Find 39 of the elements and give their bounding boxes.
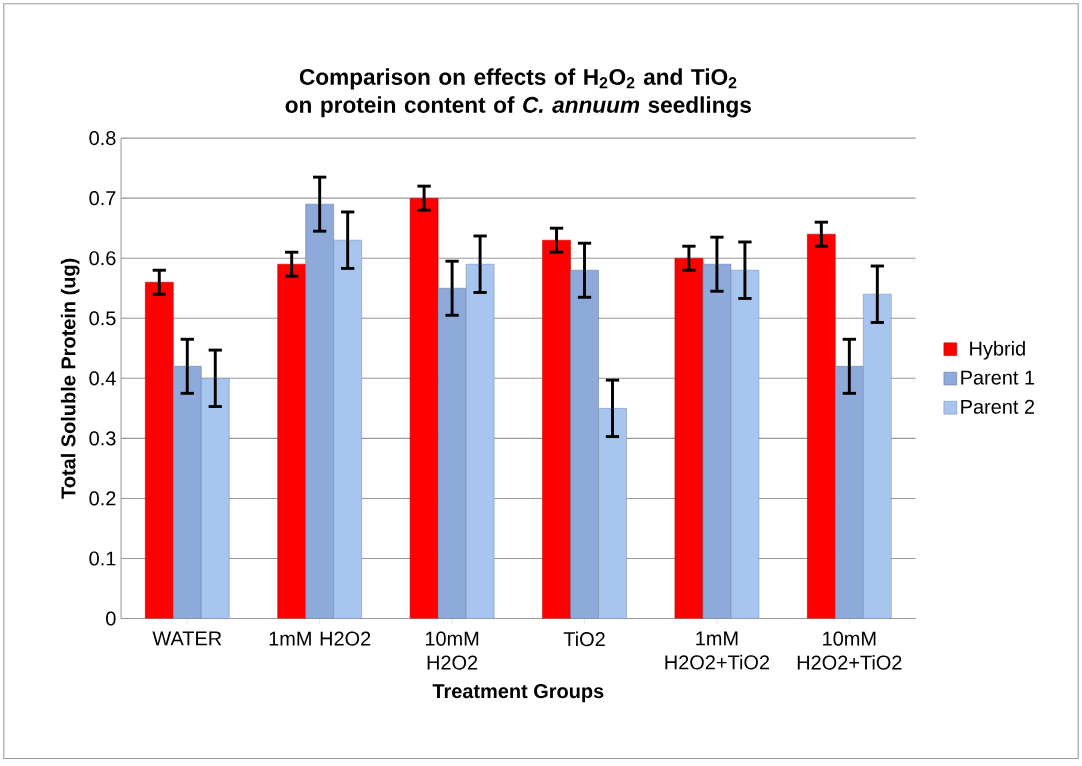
x-tick-label: WATER — [152, 631, 222, 646]
y-tick-label: 0.6 — [89, 251, 116, 266]
bar — [598, 408, 627, 619]
x-tick-label: TiO2 — [563, 631, 605, 647]
bar — [201, 378, 230, 619]
x-axis-title: Treatment Groups — [432, 684, 604, 703]
bar — [277, 263, 306, 619]
bar — [542, 239, 571, 619]
bar — [173, 365, 202, 619]
chart-title: Comparison on effects of H$_{2}$O$_{2}$ and TiO$_{2}$ on protein content of C. annuum seedlings — [285, 68, 751, 118]
bar — [145, 281, 174, 619]
bar — [807, 233, 836, 619]
x-tick-label: 1mM H2O2 — [269, 631, 371, 646]
y-tick-label: 0.5 — [89, 311, 116, 326]
legend-label: Parent 1 — [961, 370, 1035, 385]
bar — [333, 239, 362, 619]
x-tick-label: 10mM H2O2+TiO2 — [797, 631, 902, 670]
bar — [702, 263, 732, 619]
legend-label: Parent 2 — [961, 399, 1035, 414]
y-axis-title: Total Soluble Protein (ug) — [60, 258, 80, 499]
y-tick-label: 0.3 — [89, 431, 116, 446]
y-tick-label: 0.4 — [89, 371, 116, 386]
bar — [305, 203, 334, 619]
y-tick-label: 0.1 — [89, 551, 116, 566]
bar — [730, 269, 760, 619]
bar — [863, 293, 892, 619]
bar — [674, 257, 704, 619]
x-tick-label: 1mM H2O2+TiO2 — [665, 631, 770, 670]
y-tick-label: 0.2 — [89, 491, 116, 506]
y-tick-label: 0 — [106, 611, 116, 626]
bar — [465, 263, 495, 619]
x-tick-label: 10mM H2O2 — [425, 631, 479, 670]
y-tick-label: 0.7 — [89, 191, 116, 206]
bar — [409, 197, 439, 619]
bar — [570, 269, 599, 619]
bar — [835, 365, 864, 619]
y-tick-label: 0.8 — [89, 130, 116, 146]
legend-label: Hybrid — [970, 340, 1025, 360]
bar — [437, 287, 467, 619]
